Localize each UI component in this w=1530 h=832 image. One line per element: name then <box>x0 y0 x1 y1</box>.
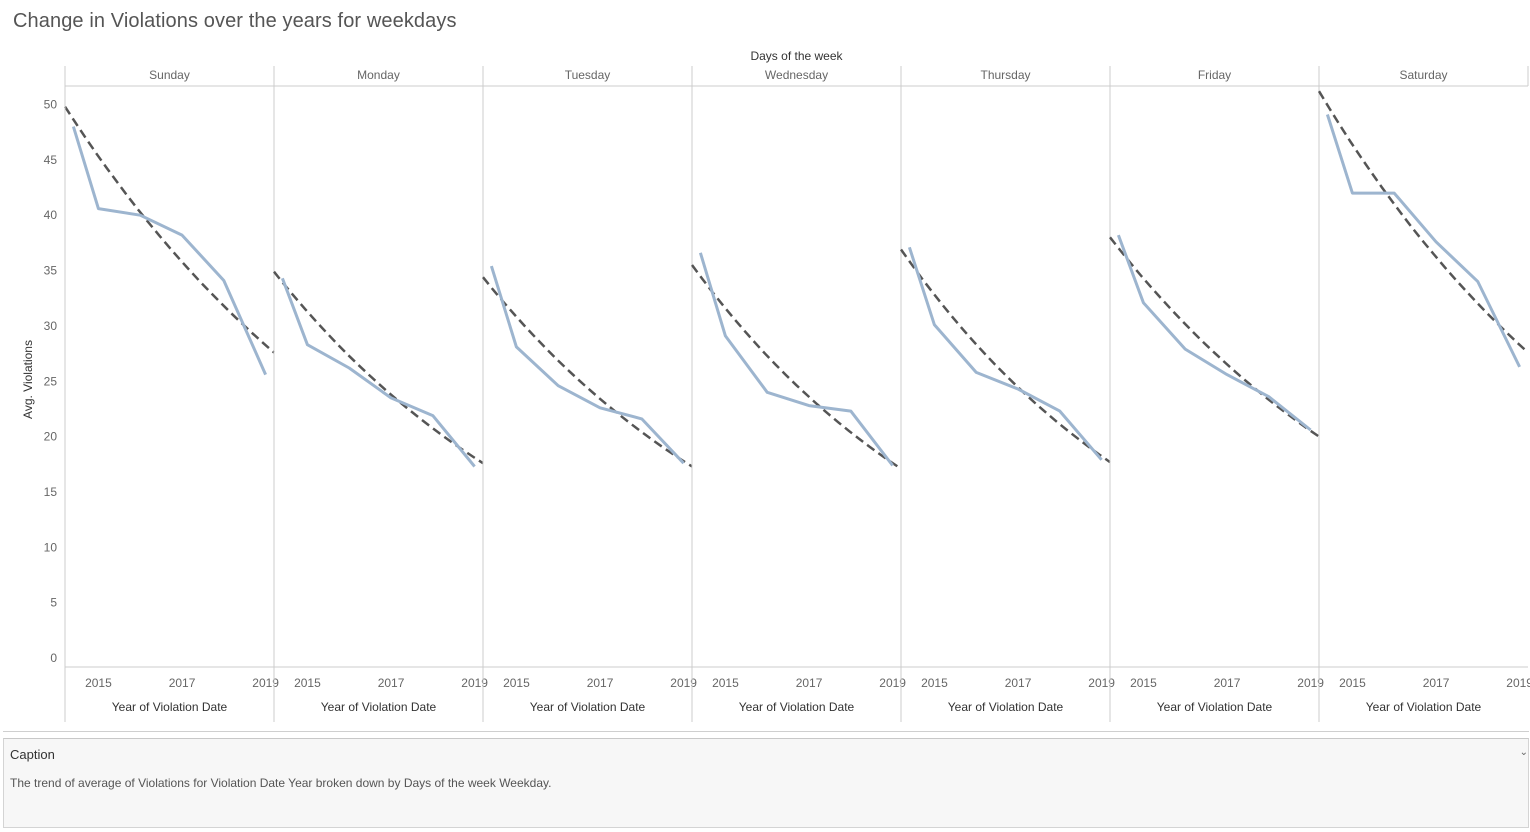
x-tick-label: 2017 <box>796 676 823 690</box>
x-tick-label: 2015 <box>503 676 530 690</box>
x-tick-label: 2015 <box>1130 676 1157 690</box>
x-tick-label: 2019 <box>461 676 488 690</box>
x-tick-label: 2017 <box>1214 676 1241 690</box>
x-tick-label: 2019 <box>1506 676 1530 690</box>
trend-line-saturday <box>1317 90 1529 354</box>
panel-header-monday: Monday <box>357 68 400 82</box>
x-tick-label: 2019 <box>252 676 279 690</box>
page-title: Change in Violations over the years for … <box>13 10 457 32</box>
series-line-thursday <box>907 246 1103 461</box>
x-tick-label: 2019 <box>879 676 906 690</box>
panel-header-wednesday: Wednesday <box>765 68 828 82</box>
series-line-wednesday <box>698 252 894 467</box>
trend-line-tuesday <box>482 276 693 468</box>
x-axis-title: Year of Violation Date <box>530 700 646 714</box>
x-axis-title: Year of Violation Date <box>1366 700 1482 714</box>
y-tick-label: 35 <box>44 264 58 278</box>
y-tick-label: 5 <box>50 596 57 610</box>
panel-header-sunday: Sunday <box>149 68 190 82</box>
x-tick-label: 2019 <box>670 676 697 690</box>
x-axis-title: Year of Violation Date <box>321 700 437 714</box>
series-line-monday <box>280 277 476 468</box>
column-header-title: Days of the week <box>750 49 843 63</box>
y-axis-title: Avg. Violations <box>21 340 35 419</box>
trend-line-friday <box>1109 236 1320 438</box>
y-tick-label: 45 <box>44 153 58 167</box>
caption-divider <box>3 731 1529 732</box>
panel-header-thursday: Thursday <box>980 68 1030 82</box>
trend-line-monday <box>273 270 484 465</box>
series-line-saturday <box>1325 114 1521 368</box>
panel-header-tuesday: Tuesday <box>565 68 611 82</box>
x-axis-title: Year of Violation Date <box>112 700 228 714</box>
panel-header-saturday: Saturday <box>1399 68 1447 82</box>
x-tick-label: 2015 <box>921 676 948 690</box>
x-tick-label: 2015 <box>85 676 112 690</box>
x-tick-label: 2015 <box>712 676 739 690</box>
x-tick-label: 2017 <box>169 676 196 690</box>
caption-panel: Caption ⌄ The trend of average of Violat… <box>3 738 1529 828</box>
y-tick-label: 20 <box>44 430 58 444</box>
x-tick-label: 2015 <box>1339 676 1366 690</box>
series-line-friday <box>1116 234 1312 432</box>
series-line-tuesday <box>489 265 685 465</box>
y-tick-label: 50 <box>44 98 58 112</box>
x-tick-label: 2015 <box>294 676 321 690</box>
x-axis-title: Year of Violation Date <box>948 700 1064 714</box>
panel-header-friday: Friday <box>1198 68 1231 82</box>
x-tick-label: 2017 <box>1423 676 1450 690</box>
faceted-line-chart: Days of the week Avg. Violations 0 5 10 15 20 2… <box>21 49 1530 722</box>
x-axis-title: Year of Violation Date <box>739 700 855 714</box>
y-tick-label: 30 <box>44 319 58 333</box>
y-tick-label: 15 <box>44 485 58 499</box>
x-tick-label: 2019 <box>1297 676 1324 690</box>
trend-line-wednesday <box>690 264 902 470</box>
x-axis-title: Year of Violation Date <box>1157 700 1273 714</box>
caption-header: Caption <box>10 747 55 762</box>
trend-line-thursday <box>899 248 1111 464</box>
caption-text: The trend of average of Violations for V… <box>10 776 552 790</box>
y-tick-label: 10 <box>44 540 58 554</box>
chevron-down-icon[interactable]: ⌄ <box>1519 747 1528 758</box>
series-line-sunday <box>71 126 267 376</box>
x-tick-label: 2017 <box>378 676 405 690</box>
x-tick-label: 2017 <box>587 676 614 690</box>
x-tick-label: 2019 <box>1088 676 1115 690</box>
x-tick-label: 2017 <box>1005 676 1032 690</box>
y-tick-label: 25 <box>44 374 58 388</box>
y-tick-label: 40 <box>44 208 58 222</box>
y-tick-label: 0 <box>50 651 57 665</box>
trend-line-sunday <box>63 106 275 354</box>
